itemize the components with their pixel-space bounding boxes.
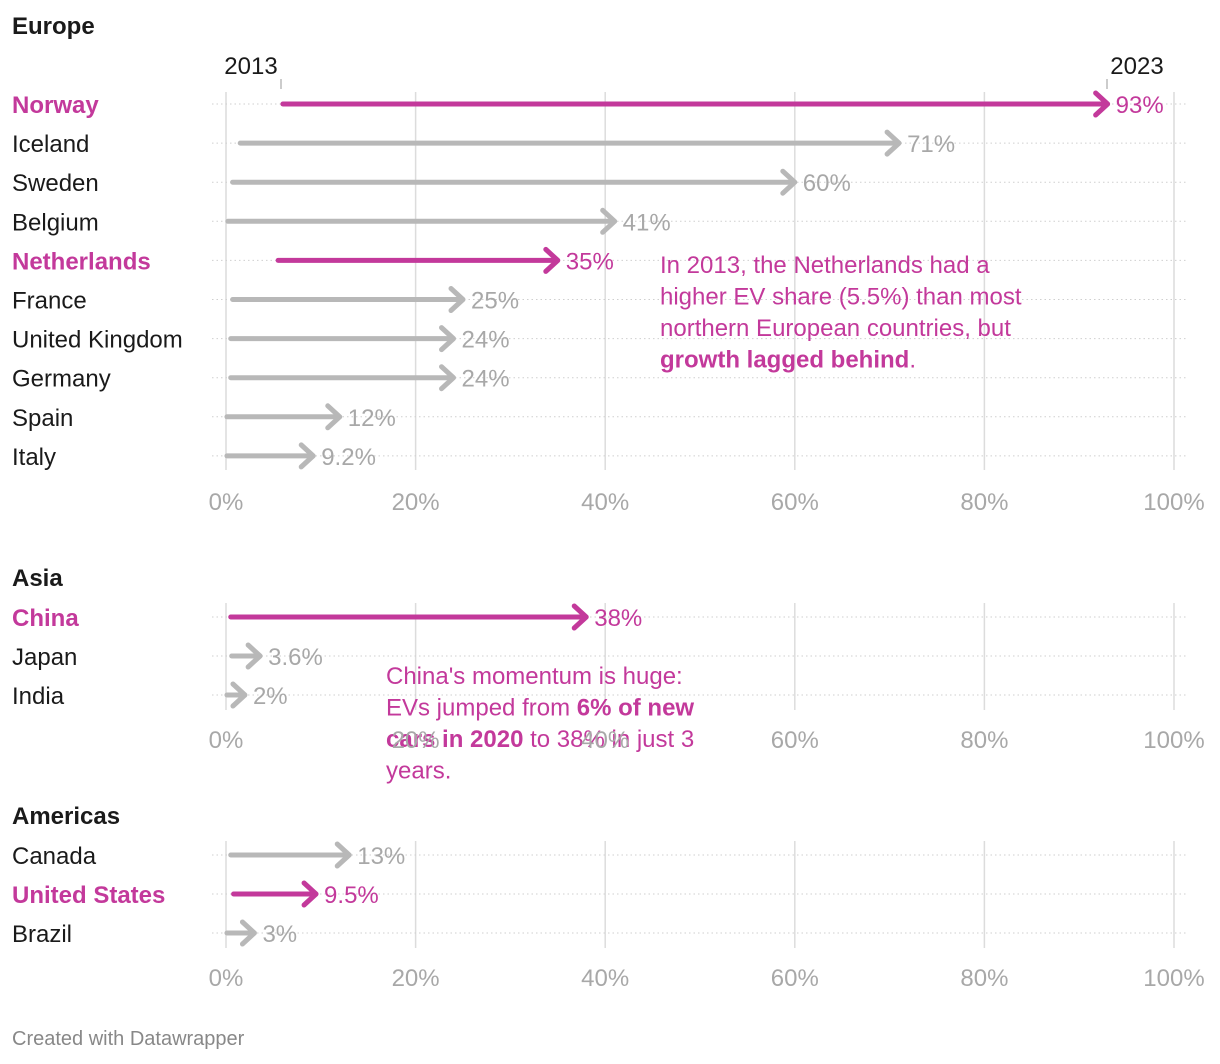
arrow-head	[301, 880, 319, 908]
arrow-head	[245, 642, 263, 670]
x-tick-label: 40%	[581, 965, 629, 992]
country-label: Canada	[12, 843, 97, 870]
group-title: Americas	[12, 803, 120, 830]
value-label: 25%	[471, 288, 519, 315]
country-label: Japan	[12, 644, 77, 671]
country-label: China	[12, 605, 79, 632]
value-label: 71%	[907, 131, 955, 158]
value-label: 35%	[566, 248, 614, 275]
value-label: 9.2%	[321, 444, 376, 471]
annotation-line: EVs jumped from 6% of new	[386, 695, 694, 722]
group-title: Asia	[12, 565, 63, 592]
value-label: 3%	[262, 921, 297, 948]
annotation-segment: years.	[386, 758, 451, 785]
arrow-head	[439, 364, 457, 392]
value-label: 24%	[462, 327, 510, 354]
value-label: 24%	[462, 366, 510, 393]
value-label: 13%	[357, 843, 405, 870]
annotation-segment: 6% of new	[577, 695, 695, 722]
country-label: Brazil	[12, 921, 72, 948]
x-tick-label: 40%	[581, 489, 629, 516]
x-tick-label: 0%	[209, 727, 244, 754]
x-tick-label: 60%	[771, 965, 819, 992]
end-year-label: 2023	[1110, 53, 1163, 80]
x-tick-label: 40%	[581, 727, 629, 754]
value-label: 41%	[623, 209, 671, 236]
annotation-line: In 2013, the Netherlands had a	[660, 252, 990, 279]
annotation-segment: growth lagged behind	[660, 347, 909, 374]
arrow-head	[448, 286, 466, 313]
arrow-head	[600, 207, 618, 235]
x-tick-label: 80%	[960, 965, 1008, 992]
arrow-head	[325, 403, 343, 431]
arrow-head	[884, 129, 902, 157]
annotation-line: northern European countries, but	[660, 315, 1011, 342]
value-label: 38%	[594, 605, 642, 632]
value-label: 9.5%	[324, 882, 379, 909]
group-title: Europe	[12, 13, 95, 40]
x-tick-label: 60%	[771, 489, 819, 516]
annotation-line: higher EV share (5.5%) than most	[660, 284, 1022, 311]
x-tick-label: 60%	[771, 727, 819, 754]
arrow-head	[571, 603, 589, 631]
annotation-segment: EVs jumped from	[386, 695, 577, 722]
x-tick-label: 100%	[1143, 489, 1204, 516]
start-year-label: 2013	[224, 53, 277, 80]
annotation-segment: to 38% in just 3	[523, 726, 694, 753]
country-label: Spain	[12, 405, 73, 432]
x-tick-label: 0%	[209, 489, 244, 516]
arrow-head	[230, 681, 248, 709]
x-tick-label: 20%	[392, 727, 440, 754]
value-label: 12%	[348, 405, 396, 432]
country-label: France	[12, 288, 87, 315]
value-label: 2%	[253, 683, 288, 710]
country-label: Norway	[12, 92, 99, 119]
x-tick-label: 100%	[1143, 965, 1204, 992]
arrow-head	[780, 168, 798, 196]
x-tick-label: 80%	[960, 489, 1008, 516]
arrow-head	[439, 325, 457, 353]
annotation-segment: China's momentum is huge:	[386, 663, 683, 690]
annotation-line: years.	[386, 758, 451, 785]
country-label: Iceland	[12, 131, 89, 158]
arrow-head	[1093, 90, 1111, 118]
arrow-head	[543, 246, 561, 274]
country-label: Sweden	[12, 170, 99, 197]
annotation-segment: northern European countries, but	[660, 315, 1011, 342]
value-label: 60%	[803, 170, 851, 197]
country-label: Italy	[12, 444, 56, 471]
x-tick-label: 100%	[1143, 727, 1204, 754]
annotation-segment: .	[909, 347, 916, 374]
value-label: 93%	[1116, 92, 1164, 119]
annotation-segment: cars in 2020	[386, 726, 523, 753]
annotation-segment: higher EV share (5.5%) than most	[660, 284, 1022, 311]
x-tick-label: 20%	[392, 965, 440, 992]
x-tick-label: 20%	[392, 489, 440, 516]
arrow-head	[239, 919, 257, 947]
country-label: United Kingdom	[12, 327, 183, 354]
arrow-head	[334, 841, 352, 869]
country-label: Germany	[12, 366, 111, 393]
annotation-line: growth lagged behind.	[660, 347, 916, 374]
x-tick-label: 0%	[209, 965, 244, 992]
footer-credit[interactable]: Created with Datawrapper	[12, 1028, 245, 1050]
annotation-segment: In 2013, the Netherlands had a	[660, 252, 990, 279]
x-tick-label: 80%	[960, 727, 1008, 754]
arrow-head	[298, 442, 316, 470]
country-label: Netherlands	[12, 248, 151, 275]
country-label: Belgium	[12, 209, 99, 236]
country-label: United States	[12, 882, 165, 909]
value-label: 3.6%	[268, 644, 323, 671]
annotation-line: China's momentum is huge:	[386, 663, 683, 690]
annotation-line: cars in 2020 to 38% in just 3	[386, 726, 694, 753]
country-label: India	[12, 683, 65, 710]
